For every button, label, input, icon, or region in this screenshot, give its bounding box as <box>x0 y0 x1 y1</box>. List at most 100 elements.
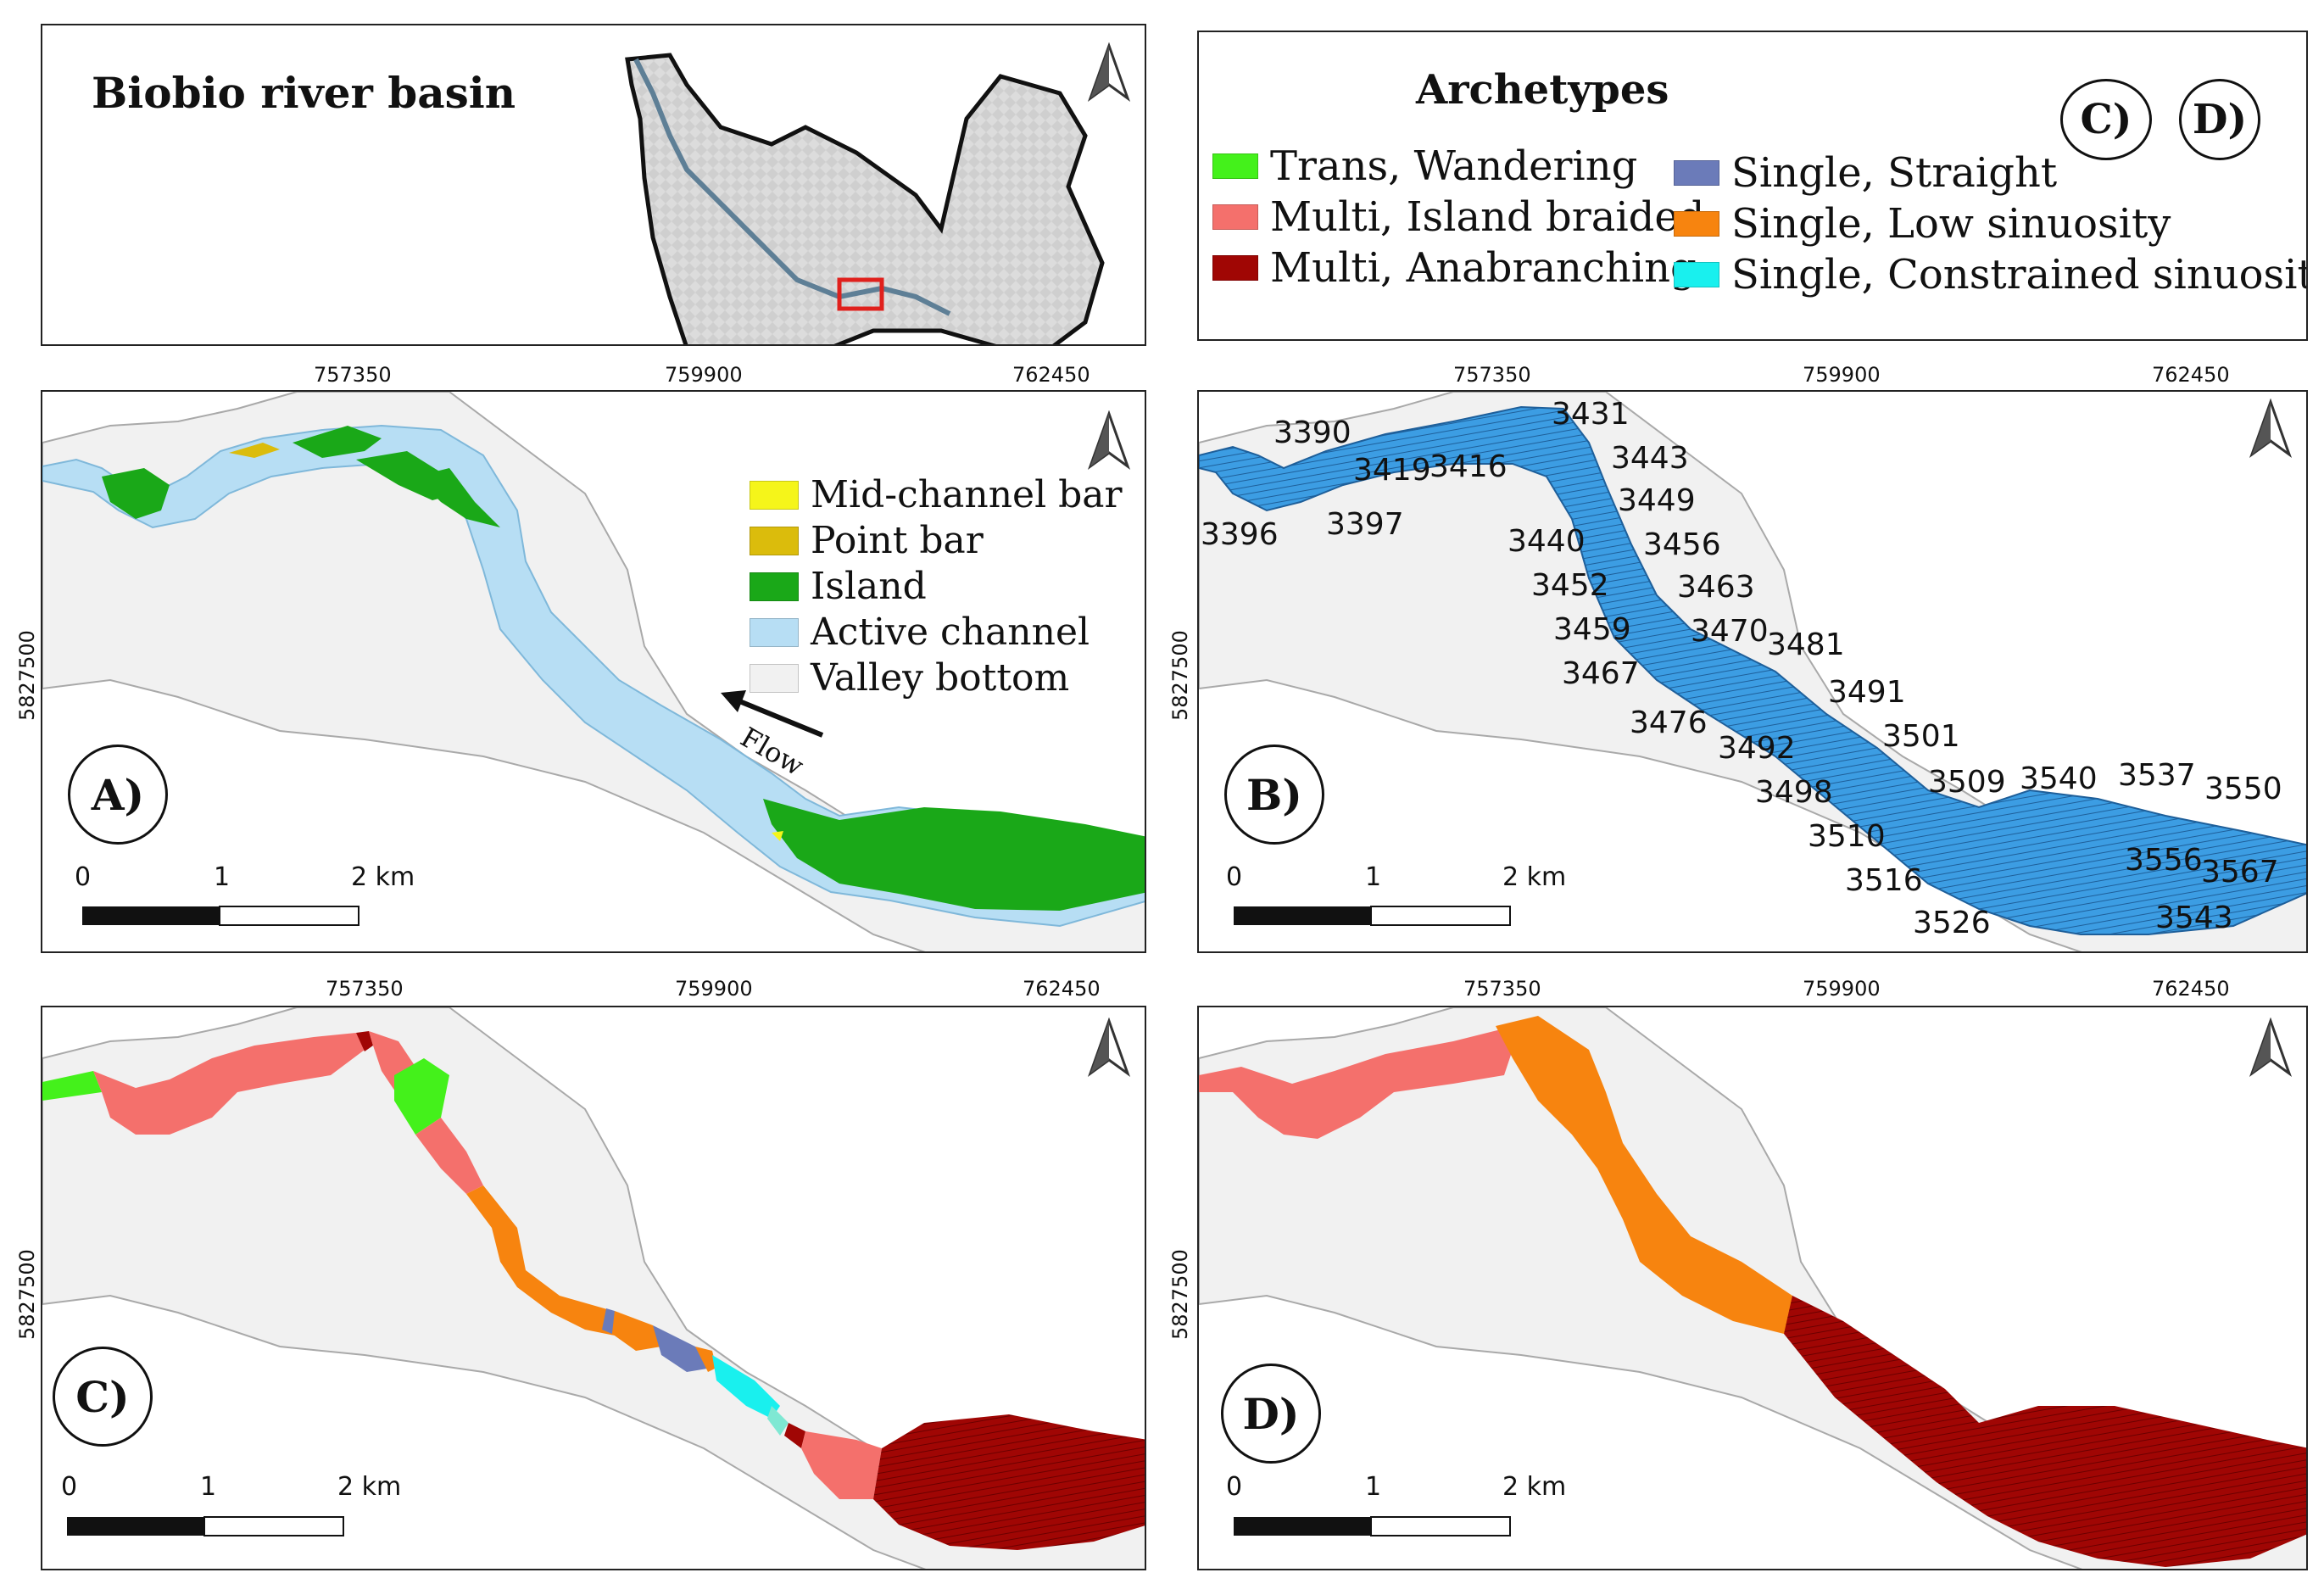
segment-id-label: 3463 <box>1677 570 1755 605</box>
scale-label-1: 1 <box>1365 1472 1382 1502</box>
map-b-canvas <box>1199 392 2306 951</box>
legend-label: Valley bottom <box>811 656 1070 700</box>
scale-bar <box>67 1516 344 1536</box>
reach-constrained-light <box>767 1406 789 1436</box>
reach-anabranching-2 <box>784 1423 805 1448</box>
scale-label-2: 2 km <box>1502 1472 1567 1502</box>
map-panel-c: C) 0 1 2 km <box>41 1006 1146 1570</box>
map-a-canvas <box>42 392 1145 951</box>
scale-label-0: 0 <box>1226 862 1243 892</box>
overview-title: Biobio river basin <box>92 68 516 118</box>
reach-braided-4 <box>801 1431 882 1499</box>
reach-braided-1 <box>93 1033 365 1135</box>
segment-id-label: 3516 <box>1845 863 1923 898</box>
segment-id-label: 3526 <box>1913 906 1991 940</box>
swatch-low-sinuosity <box>1674 211 1719 237</box>
scale-label-2: 2 km <box>337 1472 402 1502</box>
island-1 <box>102 468 170 519</box>
legend-label: Multi, Island braided <box>1270 193 1705 241</box>
reach-anabranching-1 <box>356 1031 373 1051</box>
panel-ref-c: C) <box>2060 79 2152 160</box>
x-tick-d-1: 757350 <box>1463 977 1541 1001</box>
legend-item-straight: Single, Straight <box>1674 149 2057 197</box>
segment-id-label: 3476 <box>1630 705 1708 740</box>
y-tick-c: 5827500 <box>15 1249 39 1340</box>
y-tick-a: 5827500 <box>15 630 39 721</box>
segment-id-label: 3452 <box>1531 568 1609 603</box>
segment-id-label: 3443 <box>1611 441 1689 476</box>
segment-id-label: 3537 <box>2118 758 2196 793</box>
legend-label: Single, Low sinuosity <box>1731 200 2171 248</box>
study-area-box <box>837 277 884 311</box>
legend-item-island-braided: Multi, Island braided <box>1212 193 1705 241</box>
x-tick-b-2: 759900 <box>1803 363 1881 387</box>
swatch-constrained <box>1674 262 1719 287</box>
north-arrow-icon <box>1087 1018 1131 1078</box>
scale-label-0: 0 <box>75 862 92 892</box>
map-panel-b: 3390 3419 3416 3396 3397 3431 3443 3449 … <box>1197 390 2308 953</box>
segment-id-label: 3540 <box>2020 761 2098 796</box>
segment-id-label: 3431 <box>1552 397 1630 432</box>
reach-straight-1 <box>602 1308 615 1334</box>
scale-bar <box>1234 1516 1511 1536</box>
segment-id-label: 3567 <box>2201 855 2279 890</box>
reach-wandering-2 <box>394 1058 449 1135</box>
segment-id-label: 3467 <box>1562 656 1640 691</box>
legend-item-constrained: Single, Constrained sinuosity <box>1674 251 2308 298</box>
y-tick-b: 5827500 <box>1168 630 1192 721</box>
point-bar <box>229 443 280 458</box>
basin-river <box>633 58 951 316</box>
legend-label: Trans, Wandering <box>1270 142 1638 190</box>
basin-map <box>625 53 1105 344</box>
reach-low-sinuosity-2 <box>612 1311 661 1351</box>
flow-arrowhead <box>721 690 746 712</box>
segment-id-label: 3470 <box>1691 614 1769 649</box>
segment-id-label: 3481 <box>1767 627 1845 662</box>
legend-label: Mid-channel bar <box>811 473 1123 516</box>
segment-id-label: 3556 <box>2125 843 2203 878</box>
y-tick-d: 5827500 <box>1168 1249 1192 1340</box>
map-panel-a: Flow Mid-channel bar Point bar Island Ac… <box>41 390 1146 953</box>
legend-label: Island <box>811 565 927 608</box>
legend-label: Single, Constrained sinuosity <box>1731 251 2308 298</box>
reach-wandering-1 <box>42 1071 102 1101</box>
reach-low-sinuosity <box>1496 1016 1809 1334</box>
panel-label-a: A) <box>68 745 168 845</box>
swatch-wandering <box>1212 153 1258 179</box>
segment-id-label: 3416 <box>1430 449 1508 484</box>
segment-id-label: 3550 <box>2204 772 2282 806</box>
map-c-canvas <box>42 1007 1145 1569</box>
segmented-channel <box>1199 405 2306 935</box>
segment-id-label: 3390 <box>1273 415 1351 450</box>
north-arrow-icon <box>1087 42 1131 103</box>
island-2 <box>293 426 382 458</box>
legend-label: Active channel <box>811 611 1090 654</box>
swatch-island-braided <box>1212 204 1258 230</box>
north-arrow-icon <box>2249 399 2293 459</box>
segment-id-label: 3509 <box>1928 765 2006 800</box>
basin-outline <box>625 53 1105 344</box>
scale-label-0: 0 <box>61 1472 78 1502</box>
segment-id-label: 3492 <box>1718 731 1796 766</box>
segment-id-label: 3397 <box>1326 507 1404 542</box>
reach-low-sinuosity-1 <box>466 1185 636 1338</box>
swatch-island <box>750 572 799 601</box>
segment-id-label: 3543 <box>2155 901 2233 935</box>
swatch-straight <box>1674 160 1719 186</box>
segment-id-label: 3491 <box>1828 675 1906 710</box>
flow-arrow <box>727 694 824 738</box>
legend-label: Multi, Anabranching <box>1270 244 1697 292</box>
scale-label-1: 1 <box>200 1472 217 1502</box>
scale-label-1: 1 <box>1365 862 1382 892</box>
reach-straight-2 <box>653 1325 712 1372</box>
scale-bar <box>82 906 359 926</box>
swatch-mid-channel-bar <box>750 480 799 510</box>
legend-item-wandering: Trans, Wandering <box>1212 142 1637 190</box>
segment-id-label: 3440 <box>1508 524 1586 559</box>
x-tick-c-1: 757350 <box>326 977 404 1001</box>
map-d-canvas <box>1199 1007 2306 1569</box>
island-large <box>763 799 1145 911</box>
scale-label-0: 0 <box>1226 1472 1243 1502</box>
x-tick-b-3: 762450 <box>2152 363 2230 387</box>
x-tick-d-2: 759900 <box>1803 977 1881 1001</box>
